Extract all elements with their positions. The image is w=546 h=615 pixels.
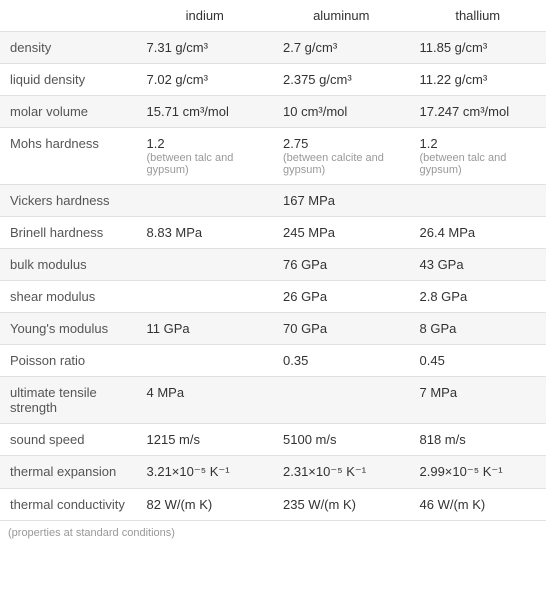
cell-indium: 82 W/(m K) xyxy=(137,489,274,521)
cell-thallium: 0.45 xyxy=(410,345,546,377)
cell-indium: 1215 m/s xyxy=(137,424,274,456)
cell-aluminum: 5100 m/s xyxy=(273,424,410,456)
table-row: thermal expansion 3.21×10⁻⁵ K⁻¹ 2.31×10⁻… xyxy=(0,456,546,489)
header-row: indium aluminum thallium xyxy=(0,0,546,32)
row-label: density xyxy=(0,32,137,64)
cell-thallium: 8 GPa xyxy=(410,313,546,345)
table-row: thermal conductivity 82 W/(m K) 235 W/(m… xyxy=(0,489,546,521)
table-row: Brinell hardness 8.83 MPa 245 MPa 26.4 M… xyxy=(0,217,546,249)
row-label: bulk modulus xyxy=(0,249,137,281)
row-label: Brinell hardness xyxy=(0,217,137,249)
row-label: thermal expansion xyxy=(0,456,137,489)
cell-aluminum: 235 W/(m K) xyxy=(273,489,410,521)
cell-indium: 7.31 g/cm³ xyxy=(137,32,274,64)
cell-indium: 1.2 (between talc and gypsum) xyxy=(137,128,274,185)
cell-aluminum: 10 cm³/mol xyxy=(273,96,410,128)
row-label: molar volume xyxy=(0,96,137,128)
row-label: thermal conductivity xyxy=(0,489,137,521)
table-row: Vickers hardness 167 MPa xyxy=(0,185,546,217)
table-row: bulk modulus 76 GPa 43 GPa xyxy=(0,249,546,281)
cell-thallium: 7 MPa xyxy=(410,377,546,424)
header-thallium: thallium xyxy=(410,0,546,32)
cell-indium: 8.83 MPa xyxy=(137,217,274,249)
row-label: shear modulus xyxy=(0,281,137,313)
cell-thallium: 17.247 cm³/mol xyxy=(410,96,546,128)
table-row: Mohs hardness 1.2 (between talc and gyps… xyxy=(0,128,546,185)
cell-indium: 15.71 cm³/mol xyxy=(137,96,274,128)
cell-aluminum: 2.31×10⁻⁵ K⁻¹ xyxy=(273,456,410,489)
cell-sub: (between talc and gypsum) xyxy=(147,152,264,176)
cell-thallium: 818 m/s xyxy=(410,424,546,456)
cell-indium: 3.21×10⁻⁵ K⁻¹ xyxy=(137,456,274,489)
properties-table: indium aluminum thallium density 7.31 g/… xyxy=(0,0,546,521)
footnote: (properties at standard conditions) xyxy=(0,521,546,545)
cell-indium: 11 GPa xyxy=(137,313,274,345)
cell-indium xyxy=(137,185,274,217)
table-row: shear modulus 26 GPa 2.8 GPa xyxy=(0,281,546,313)
table-row: molar volume 15.71 cm³/mol 10 cm³/mol 17… xyxy=(0,96,546,128)
cell-aluminum: 245 MPa xyxy=(273,217,410,249)
cell-indium xyxy=(137,281,274,313)
row-label: ultimate tensile strength xyxy=(0,377,137,424)
table-row: ultimate tensile strength 4 MPa 7 MPa xyxy=(0,377,546,424)
cell-indium xyxy=(137,345,274,377)
cell-thallium: 1.2 (between talc and gypsum) xyxy=(410,128,546,185)
table-body: density 7.31 g/cm³ 2.7 g/cm³ 11.85 g/cm³… xyxy=(0,32,546,521)
table-row: Poisson ratio 0.35 0.45 xyxy=(0,345,546,377)
table-row: sound speed 1215 m/s 5100 m/s 818 m/s xyxy=(0,424,546,456)
cell-aluminum: 70 GPa xyxy=(273,313,410,345)
cell-aluminum: 26 GPa xyxy=(273,281,410,313)
cell-indium: 7.02 g/cm³ xyxy=(137,64,274,96)
cell-value: 1.2 xyxy=(420,136,438,151)
cell-thallium xyxy=(410,185,546,217)
cell-thallium: 2.8 GPa xyxy=(410,281,546,313)
row-label: Vickers hardness xyxy=(0,185,137,217)
cell-thallium: 11.85 g/cm³ xyxy=(410,32,546,64)
cell-aluminum: 2.375 g/cm³ xyxy=(273,64,410,96)
cell-value: 2.75 xyxy=(283,136,308,151)
cell-aluminum: 2.7 g/cm³ xyxy=(273,32,410,64)
row-label: Poisson ratio xyxy=(0,345,137,377)
cell-indium xyxy=(137,249,274,281)
header-aluminum: aluminum xyxy=(273,0,410,32)
cell-thallium: 2.99×10⁻⁵ K⁻¹ xyxy=(410,456,546,489)
cell-thallium: 43 GPa xyxy=(410,249,546,281)
cell-aluminum: 167 MPa xyxy=(273,185,410,217)
row-label: Young's modulus xyxy=(0,313,137,345)
row-label: sound speed xyxy=(0,424,137,456)
table-row: liquid density 7.02 g/cm³ 2.375 g/cm³ 11… xyxy=(0,64,546,96)
header-blank xyxy=(0,0,137,32)
cell-sub: (between calcite and gypsum) xyxy=(283,152,400,176)
cell-aluminum xyxy=(273,377,410,424)
cell-sub: (between talc and gypsum) xyxy=(420,152,537,176)
table-row: Young's modulus 11 GPa 70 GPa 8 GPa xyxy=(0,313,546,345)
cell-value: 1.2 xyxy=(147,136,165,151)
header-indium: indium xyxy=(137,0,274,32)
cell-aluminum: 0.35 xyxy=(273,345,410,377)
row-label: liquid density xyxy=(0,64,137,96)
cell-aluminum: 76 GPa xyxy=(273,249,410,281)
cell-thallium: 11.22 g/cm³ xyxy=(410,64,546,96)
cell-aluminum: 2.75 (between calcite and gypsum) xyxy=(273,128,410,185)
cell-thallium: 26.4 MPa xyxy=(410,217,546,249)
row-label: Mohs hardness xyxy=(0,128,137,185)
cell-thallium: 46 W/(m K) xyxy=(410,489,546,521)
table-row: density 7.31 g/cm³ 2.7 g/cm³ 11.85 g/cm³ xyxy=(0,32,546,64)
cell-indium: 4 MPa xyxy=(137,377,274,424)
